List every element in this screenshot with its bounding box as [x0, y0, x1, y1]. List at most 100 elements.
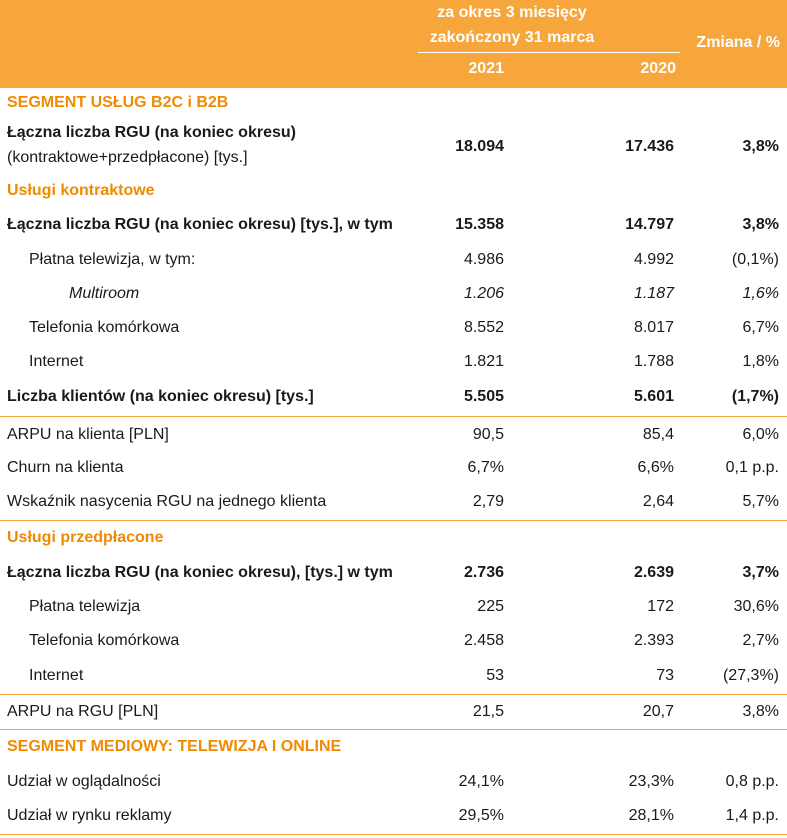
value-2020: 2.639 — [633, 564, 674, 581]
value-2021: 15.358 — [455, 216, 504, 233]
row-divider — [0, 416, 787, 417]
value-2020: 6,6% — [637, 459, 674, 476]
value-change: (1,7%) — [731, 388, 779, 405]
table-row: Udział w oglądalności 24,1% 23,3% 0,8 p.… — [0, 765, 787, 799]
change-heading: Zmiana / % — [696, 34, 780, 51]
value-2021: 2,79 — [472, 493, 504, 510]
row-label: Łączna liczba RGU (na koniec okresu) [ty… — [7, 216, 393, 233]
row-label: Płatna telewizja — [29, 598, 141, 615]
value-2020: 20,7 — [642, 703, 674, 720]
row-label: Udział w oglądalności — [7, 773, 161, 790]
table-row: ARPU na klienta [PLN] 90,5 85,4 6,0% — [0, 418, 787, 452]
value-2020: 1.788 — [633, 353, 674, 370]
section-b2c-b2b: SEGMENT USŁUG B2C i B2B — [7, 94, 229, 111]
table-row: Płatna telewizja 225 172 30,6% — [0, 590, 787, 624]
value-2021: 1.821 — [463, 353, 504, 370]
year-2021-heading: 2021 — [468, 60, 504, 77]
row-label: Telefonia komórkowa — [29, 319, 180, 336]
row-label: Telefonia komórkowa — [29, 632, 180, 649]
row-sublabel: (kontraktowe+przedpłacone) [tys.] — [7, 149, 248, 166]
table-row: Udział w rynku reklamy 29,5% 28,1% 1,4 p… — [0, 799, 787, 833]
row-label: ARPU na RGU [PLN] — [7, 703, 159, 720]
value-change: 6,0% — [742, 426, 779, 443]
value-2020: 14.797 — [625, 216, 674, 233]
value-change: 3,8% — [742, 216, 779, 233]
value-change: 3,8% — [742, 138, 779, 155]
value-2020: 73 — [656, 667, 674, 684]
value-change: 2,7% — [742, 632, 779, 649]
row-label: Internet — [29, 667, 84, 684]
value-2020: 17.436 — [625, 138, 674, 155]
table-row-rgu-total: Łączna liczba RGU (na koniec okresu) (ko… — [0, 123, 787, 173]
value-change: (0,1%) — [731, 251, 779, 268]
value-change: 0,1 p.p. — [725, 459, 779, 476]
value-change: 1,4 p.p. — [725, 807, 779, 824]
period-line-2: zakończony 31 marca — [429, 29, 595, 46]
value-2021: 5.505 — [463, 388, 504, 405]
value-change: 1,6% — [742, 285, 779, 302]
value-2020: 2.393 — [633, 632, 674, 649]
row-divider — [0, 729, 787, 730]
row-label: Churn na klienta — [7, 459, 124, 476]
value-change: 1,8% — [742, 353, 779, 370]
row-label: Łączna liczba RGU (na koniec okresu), [t… — [7, 564, 393, 581]
table-row: Internet 53 73 (27,3%) — [0, 659, 787, 693]
table-row: Telefonia komórkowa 2.458 2.393 2,7% — [0, 624, 787, 658]
value-2021: 18.094 — [455, 138, 504, 155]
table-bottom-rule — [0, 834, 787, 835]
value-2021: 1.206 — [463, 285, 504, 302]
value-2020: 8.017 — [633, 319, 674, 336]
table-row: Telefonia komórkowa 8.552 8.017 6,7% — [0, 311, 787, 345]
row-label: Udział w rynku reklamy — [7, 807, 172, 824]
section-media: SEGMENT MEDIOWY: TELEWIZJA I ONLINE — [7, 738, 342, 755]
value-2021: 8.552 — [463, 319, 504, 336]
period-line-1: za okres 3 miesięcy — [437, 4, 587, 21]
row-label: ARPU na klienta [PLN] — [7, 426, 169, 443]
value-2021: 90,5 — [472, 426, 504, 443]
row-divider — [0, 520, 787, 521]
table-row: Łączna liczba RGU (na koniec okresu), [t… — [0, 556, 787, 590]
table-row: Płatna telewizja, w tym: 4.986 4.992 (0,… — [0, 243, 787, 277]
value-2020: 5.601 — [633, 388, 674, 405]
table-row: Multiroom 1.206 1.187 1,6% — [0, 277, 787, 311]
row-label: Wskaźnik nasycenia RGU na jednego klient… — [7, 493, 327, 510]
value-2020: 23,3% — [628, 773, 674, 790]
value-2020: 172 — [647, 598, 674, 615]
row-label: Liczba klientów (na koniec okresu) [tys.… — [7, 388, 314, 405]
section-prepaid-services: Usługi przedpłacone — [7, 529, 164, 546]
row-label: Płatna telewizja, w tym: — [29, 251, 196, 268]
value-2021: 29,5% — [458, 807, 504, 824]
value-2021: 2.458 — [463, 632, 504, 649]
value-change: 3,7% — [742, 564, 779, 581]
table-header: za okres 3 miesięcy zakończony 31 marca … — [0, 0, 787, 88]
value-change: 5,7% — [742, 493, 779, 510]
table-row: Liczba klientów (na koniec okresu) [tys.… — [0, 380, 787, 414]
value-change: 3,8% — [742, 703, 779, 720]
row-label: Internet — [29, 353, 84, 370]
year-2020-heading: 2020 — [640, 60, 676, 77]
section-contract-services: Usługi kontraktowe — [7, 182, 155, 199]
value-2021: 6,7% — [467, 459, 504, 476]
value-2021: 2.736 — [463, 564, 504, 581]
value-2020: 28,1% — [628, 807, 674, 824]
value-2021: 24,1% — [458, 773, 504, 790]
value-2020: 85,4 — [642, 426, 674, 443]
row-label: Łączna liczba RGU (na koniec okresu) — [7, 124, 296, 141]
value-2021: 225 — [477, 598, 504, 615]
value-2020: 4.992 — [633, 251, 674, 268]
value-2021: 53 — [486, 667, 504, 684]
table-row: Internet 1.821 1.788 1,8% — [0, 345, 787, 379]
row-label: Multiroom — [69, 285, 140, 302]
table-row: Wskaźnik nasycenia RGU na jednego klient… — [0, 485, 787, 519]
row-divider — [0, 694, 787, 695]
table-row: Łączna liczba RGU (na koniec okresu) [ty… — [0, 208, 787, 242]
value-2021: 21,5 — [472, 703, 504, 720]
value-change: 6,7% — [742, 319, 779, 336]
value-2020: 2,64 — [642, 493, 674, 510]
value-change: (27,3%) — [722, 667, 779, 684]
table-row: ARPU na RGU [PLN] 21,5 20,7 3,8% — [0, 695, 787, 729]
value-change: 0,8 p.p. — [725, 773, 779, 790]
value-2020: 1.187 — [633, 285, 674, 302]
table-row: Churn na klienta 6,7% 6,6% 0,1 p.p. — [0, 451, 787, 485]
